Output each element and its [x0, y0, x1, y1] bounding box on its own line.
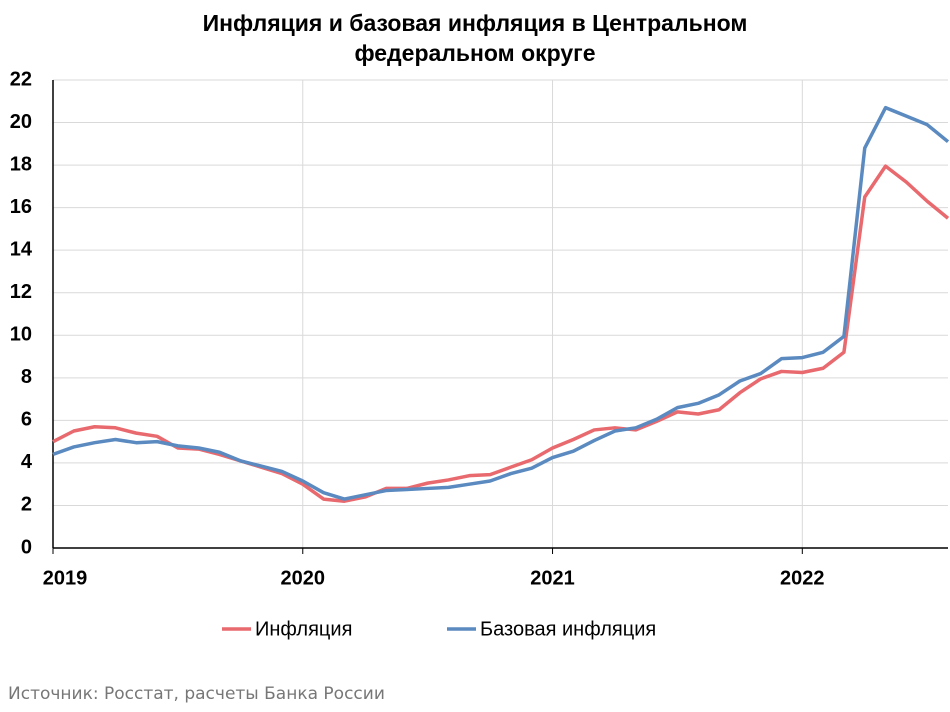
- source-note: Источник: Росстат, расчеты Банка России: [8, 684, 385, 704]
- y-tick-label: 14: [10, 238, 33, 260]
- x-tick-label: 2022: [780, 567, 825, 589]
- x-tick-label: 2019: [43, 567, 88, 589]
- y-tick-label: 10: [10, 324, 32, 346]
- series-line: [52, 105, 950, 501]
- y-tick-label: 12: [10, 281, 32, 303]
- y-tick-label: 0: [21, 536, 32, 558]
- y-tick-label: 16: [10, 196, 32, 218]
- y-tick-label: 8: [21, 366, 32, 388]
- y-tick-label: 18: [10, 153, 32, 175]
- legend-label: Базовая инфляция: [480, 618, 656, 640]
- y-tick-label: 6: [21, 409, 32, 431]
- chart-title: Инфляция и базовая инфляция в Центрально…: [202, 10, 748, 66]
- x-tick-label: 2021: [530, 567, 575, 589]
- y-tick-label: 2: [21, 494, 32, 516]
- y-tick-label: 4: [21, 451, 33, 473]
- y-tick-label: 22: [10, 68, 32, 90]
- legend-label: Инфляция: [255, 618, 352, 640]
- x-tick-label: 2020: [281, 567, 326, 589]
- series-line: [52, 164, 950, 503]
- y-tick-label: 20: [10, 111, 32, 133]
